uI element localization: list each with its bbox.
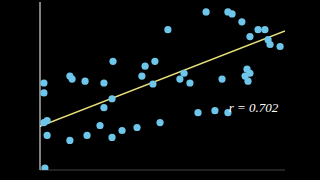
- svg-text:r = 0.702: r = 0.702: [229, 100, 279, 115]
